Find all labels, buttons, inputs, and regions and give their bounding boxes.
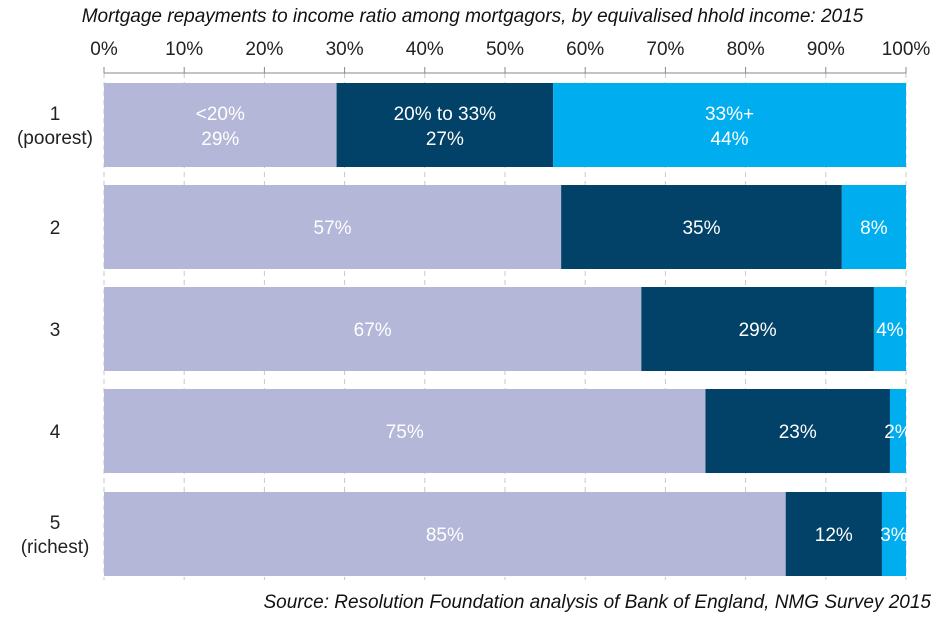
bar-segment xyxy=(104,492,786,576)
category-label: (richest) xyxy=(21,537,90,558)
data-label: 44% xyxy=(711,129,749,150)
data-label: 3% xyxy=(880,525,908,546)
bar-segment xyxy=(104,287,642,371)
category-label: 2 xyxy=(50,218,61,239)
series-label: 33%+ xyxy=(705,104,754,125)
x-tick-label: 50% xyxy=(486,39,524,60)
x-tick-label: 60% xyxy=(566,39,604,60)
data-label: 75% xyxy=(386,422,424,443)
series-label: <20% xyxy=(196,104,245,125)
data-label: 35% xyxy=(682,218,720,239)
x-tick-label: 80% xyxy=(727,39,765,60)
x-tick-label: 70% xyxy=(646,39,684,60)
bar-segment xyxy=(785,492,882,576)
bar-segment xyxy=(553,83,906,167)
bar-segment xyxy=(104,83,337,167)
source-note: Source: Resolution Foundation analysis o… xyxy=(263,592,932,613)
bar-segment xyxy=(641,287,874,371)
x-tick-label: 90% xyxy=(807,39,845,60)
bar-segment xyxy=(104,389,706,473)
bar-segment xyxy=(873,287,906,371)
x-tick-label: 0% xyxy=(90,39,118,60)
bar-segment xyxy=(104,185,562,269)
x-tick-label: 20% xyxy=(245,39,283,60)
category-label: 1 xyxy=(50,104,61,125)
category-label: 4 xyxy=(50,422,61,443)
chart-title: Mortgage repayments to income ratio amon… xyxy=(81,6,864,27)
x-tick-label: 100% xyxy=(882,39,931,60)
data-label: 57% xyxy=(314,218,352,239)
bar-segment xyxy=(881,492,906,576)
x-tick-label: 10% xyxy=(165,39,203,60)
series-label: 20% to 33% xyxy=(394,104,497,125)
data-label: 29% xyxy=(201,129,239,150)
data-label: 27% xyxy=(426,129,464,150)
data-label: 23% xyxy=(779,422,817,443)
bar-segment xyxy=(336,83,554,167)
bar-segment xyxy=(841,185,906,269)
x-tick-label: 30% xyxy=(326,39,364,60)
x-tick-label: 40% xyxy=(406,39,444,60)
data-label: 12% xyxy=(815,525,853,546)
data-label: 4% xyxy=(876,320,904,341)
data-label: 8% xyxy=(860,218,888,239)
category-label: 3 xyxy=(50,320,61,341)
data-label: 29% xyxy=(739,320,777,341)
bar-segment xyxy=(705,389,890,473)
bar-segment xyxy=(561,185,842,269)
data-label: 2% xyxy=(884,422,912,443)
data-label: 67% xyxy=(354,320,392,341)
category-label: 5 xyxy=(50,513,61,534)
bar-segment xyxy=(889,389,906,473)
category-label: (poorest) xyxy=(17,128,93,149)
data-label: 85% xyxy=(426,525,464,546)
